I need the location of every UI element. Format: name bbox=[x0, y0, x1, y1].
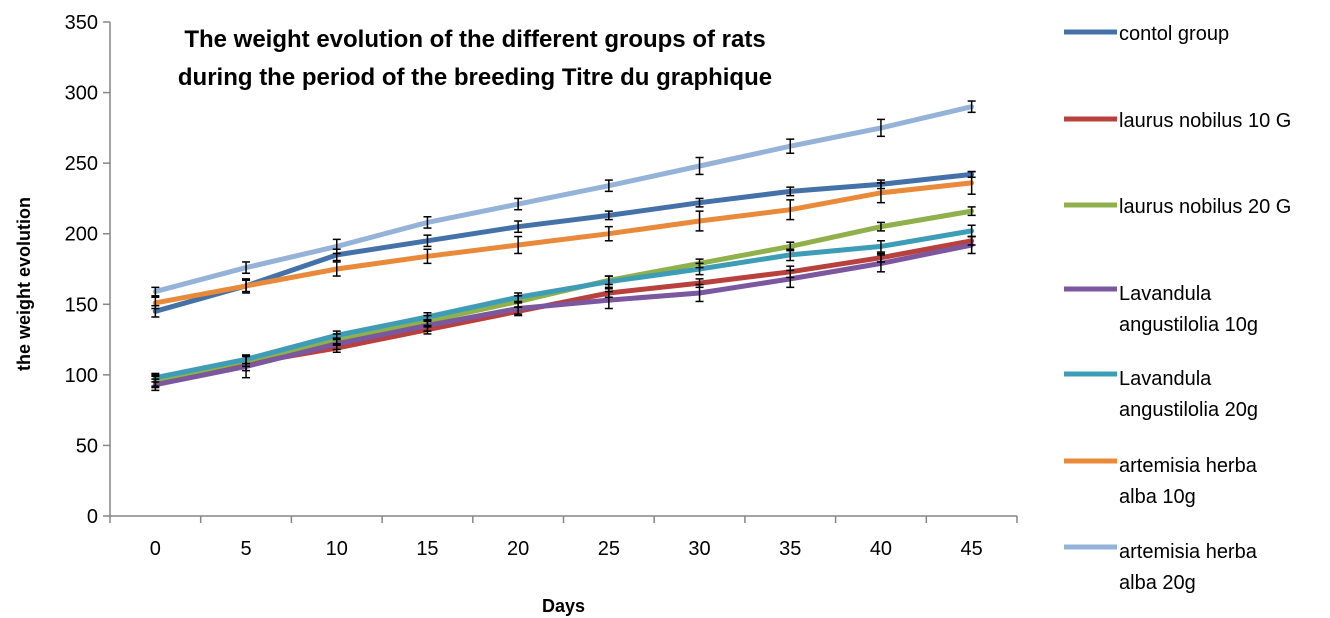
y-tick-label: 100 bbox=[65, 365, 98, 387]
legend-label: laurus nobilus 20 G bbox=[1119, 196, 1291, 218]
error-bar bbox=[786, 269, 795, 289]
error-bar bbox=[967, 224, 976, 238]
axes: 0 50 100 150 200 250 300 350 0 5 10 15 20 25 30 35 40 45 D… bbox=[14, 12, 1018, 616]
x-tick-label: 10 bbox=[326, 538, 348, 560]
error-bar bbox=[332, 238, 341, 255]
y-tick-label: 350 bbox=[65, 12, 98, 34]
legend-label: contol group bbox=[1119, 23, 1229, 45]
legend: contol group laurus nobilus 10 G laurus no… bbox=[1064, 23, 1291, 594]
legend-item: laurus nobilus 20 G bbox=[1064, 196, 1291, 218]
legend-label: Lavandula bbox=[1119, 368, 1212, 390]
error-bar bbox=[423, 234, 432, 248]
x-tick-label: 40 bbox=[870, 538, 892, 560]
y-tick-label: 250 bbox=[65, 153, 98, 175]
error-bar bbox=[242, 261, 251, 274]
series-line-0 bbox=[152, 171, 975, 314]
error-bar bbox=[876, 221, 885, 232]
error-bar bbox=[786, 199, 795, 221]
chart-title-line: during the period of the breeding Titre … bbox=[178, 64, 772, 91]
error-bar bbox=[786, 186, 795, 197]
error-bar bbox=[242, 279, 251, 293]
x-tick-label: 30 bbox=[688, 538, 710, 560]
x-tick-label: 25 bbox=[598, 538, 620, 560]
series-line-5 bbox=[152, 180, 975, 306]
x-tick-label: 15 bbox=[416, 538, 438, 560]
error-bar bbox=[151, 372, 160, 383]
y-axis-title: the weight evolution bbox=[14, 197, 34, 371]
error-bar bbox=[514, 302, 523, 315]
legend-label: Lavandula bbox=[1119, 283, 1212, 305]
x-tick-label: 45 bbox=[961, 538, 983, 560]
error-bar bbox=[695, 283, 704, 303]
error-bar bbox=[604, 275, 613, 289]
y-tick-label: 300 bbox=[65, 83, 98, 105]
legend-label: alba 20g bbox=[1119, 572, 1196, 594]
legend-label: laurus nobilus 10 G bbox=[1119, 110, 1291, 132]
error-bar bbox=[604, 290, 613, 310]
error-bar bbox=[514, 292, 523, 303]
error-bar bbox=[332, 261, 341, 277]
legend-label: angustilolia 20g bbox=[1119, 399, 1258, 421]
error-bar bbox=[514, 197, 523, 211]
x-tick-label: 5 bbox=[240, 538, 251, 560]
series-line-2 bbox=[152, 208, 975, 383]
series-lines bbox=[152, 104, 975, 388]
legend-item: Lavandula angustilolia 20g bbox=[1064, 368, 1258, 421]
error-bar bbox=[967, 206, 976, 217]
error-bar bbox=[695, 262, 704, 276]
x-tick-label: 20 bbox=[507, 538, 529, 560]
error-bar bbox=[423, 312, 432, 322]
series-line-3 bbox=[152, 242, 975, 388]
error-bar bbox=[786, 248, 795, 262]
error-bar bbox=[876, 118, 885, 138]
error-bar bbox=[876, 182, 885, 204]
y-tick-label: 150 bbox=[65, 294, 98, 316]
error-bar bbox=[423, 216, 432, 229]
x-axis-title: Days bbox=[542, 596, 585, 616]
error-bar bbox=[151, 296, 160, 310]
series-line-4 bbox=[152, 228, 975, 381]
error-bar bbox=[242, 354, 251, 365]
error-bar bbox=[604, 179, 613, 193]
legend-item: laurus nobilus 10 G bbox=[1064, 110, 1291, 132]
x-tick-label: 35 bbox=[779, 538, 801, 560]
chart-title: The weight evolution of the different gr… bbox=[178, 26, 772, 91]
error-bar bbox=[695, 197, 704, 208]
y-tick-label: 50 bbox=[76, 435, 98, 457]
legend-item: artemisia herba alba 20g bbox=[1064, 541, 1258, 594]
error-bars bbox=[151, 100, 976, 392]
error-bar bbox=[604, 210, 613, 221]
y-tick-label: 0 bbox=[87, 506, 98, 528]
legend-label: artemisia herba bbox=[1119, 455, 1258, 477]
error-bar bbox=[151, 286, 160, 297]
legend-label: artemisia herba bbox=[1119, 541, 1258, 563]
error-bar bbox=[514, 220, 523, 234]
error-bar bbox=[514, 235, 523, 255]
error-bar bbox=[967, 100, 976, 114]
legend-item: Lavandula angustilolia 10g bbox=[1064, 283, 1258, 336]
error-bar bbox=[695, 210, 704, 232]
error-bar bbox=[332, 330, 341, 341]
error-bar bbox=[695, 156, 704, 176]
series-line-6 bbox=[152, 104, 975, 295]
error-bar bbox=[604, 225, 613, 242]
error-bar bbox=[876, 254, 885, 273]
error-bar bbox=[967, 170, 976, 195]
legend-label: angustilolia 10g bbox=[1119, 314, 1258, 336]
chart-title-line: The weight evolution of the different gr… bbox=[184, 26, 765, 53]
legend-label: alba 10g bbox=[1119, 486, 1196, 508]
x-tick-label: 0 bbox=[150, 538, 161, 560]
legend-item: contol group bbox=[1064, 23, 1229, 45]
legend-item: artemisia herba alba 10g bbox=[1064, 455, 1258, 508]
y-tick-label: 200 bbox=[65, 224, 98, 246]
error-bar bbox=[876, 240, 885, 253]
error-bar bbox=[423, 248, 432, 265]
error-bar bbox=[786, 138, 795, 155]
